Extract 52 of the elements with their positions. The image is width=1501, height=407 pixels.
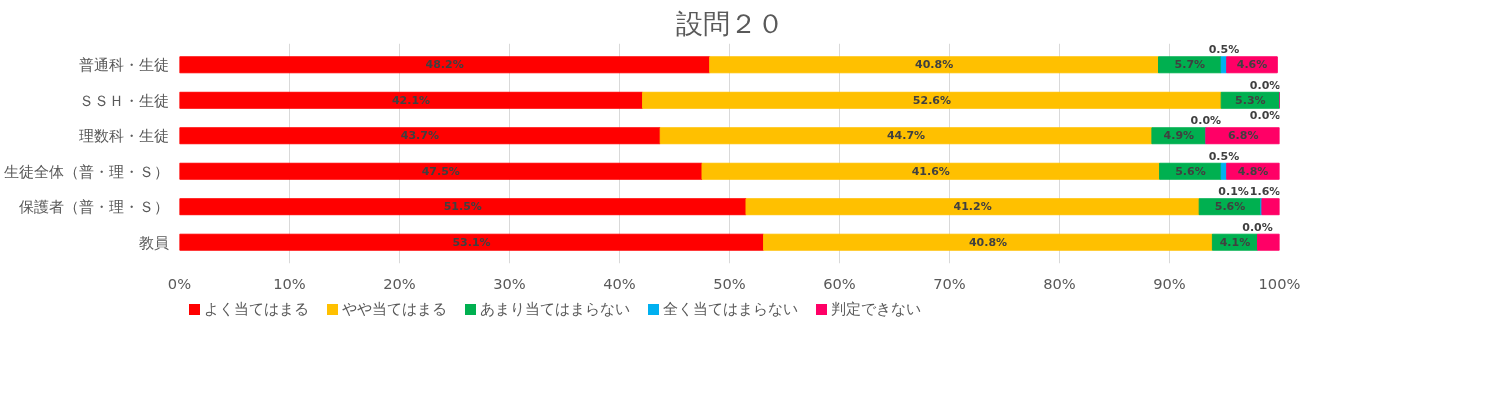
chart-title: 設問２０ xyxy=(675,7,784,39)
data-label: 0.0% xyxy=(1249,78,1281,92)
data-label: 0.0% xyxy=(1190,114,1222,128)
x-tick-label: 60% xyxy=(823,274,856,292)
data-label: 4.9% xyxy=(1163,129,1195,143)
y-tick-label: 生徒全体（普・理・Ｓ） xyxy=(3,162,169,180)
data-label: 5.6% xyxy=(1214,200,1246,214)
legend-label: よく当てはまる xyxy=(203,300,309,318)
data-label: 53.1% xyxy=(452,235,491,249)
data-label: 47.5% xyxy=(421,164,460,178)
data-label: 41.2% xyxy=(953,200,992,214)
data-label: 1.6% xyxy=(1249,185,1281,199)
data-label: 0.1% xyxy=(1218,185,1249,199)
y-tick-label: 保護者（普・理・Ｓ） xyxy=(18,198,169,216)
data-label: 40.8% xyxy=(968,235,1008,249)
x-tick-label: 30% xyxy=(493,274,526,292)
data-label: 4.8% xyxy=(1237,164,1269,178)
data-label: 5.3% xyxy=(1235,93,1266,107)
data-label: 40.8% xyxy=(915,58,954,72)
x-tick-label: 90% xyxy=(1153,274,1186,292)
y-tick-label: ＳＳＨ・生徒 xyxy=(78,91,169,109)
x-tick-label: 50% xyxy=(713,274,746,292)
data-label: 43.7% xyxy=(400,129,439,143)
x-tick-label: 0% xyxy=(167,274,192,292)
data-label: 48.2% xyxy=(425,58,464,72)
data-label: 0.5% xyxy=(1208,43,1240,57)
data-label: 42.1% xyxy=(391,93,431,107)
data-label: 4.6% xyxy=(1236,58,1268,72)
data-label: 52.6% xyxy=(912,93,951,107)
data-label: 0.0% xyxy=(1242,220,1273,234)
data-label: 6.8% xyxy=(1227,129,1259,143)
legend-label: やや当てはまる xyxy=(341,300,447,318)
data-label: 5.7% xyxy=(1174,58,1206,72)
data-label: 41.6% xyxy=(911,164,950,178)
y-tick-label: 教員 xyxy=(138,233,169,251)
y-tick-label: 理数科・生徒 xyxy=(78,127,169,145)
x-tick-label: 80% xyxy=(1043,274,1076,292)
data-label: 4.1% xyxy=(1219,235,1251,249)
x-tick-label: 100% xyxy=(1258,274,1301,292)
x-tick-label: 20% xyxy=(383,274,416,292)
data-label: 44.7% xyxy=(886,129,926,143)
x-tick-label: 70% xyxy=(933,274,966,292)
legend-label: 判定できない xyxy=(830,300,921,318)
x-tick-label: 40% xyxy=(603,274,636,292)
data-label: 51.5% xyxy=(443,200,482,214)
data-label: 0.0% xyxy=(1249,108,1281,122)
x-tick-label: 10% xyxy=(273,274,306,292)
data-label: 0.5% xyxy=(1208,149,1240,163)
y-tick-label: 普通科・生徒 xyxy=(78,56,169,74)
data-label: 5.6% xyxy=(1175,164,1206,178)
legend-label: あまり当てはまらない xyxy=(479,300,630,318)
legend-label: 全く当てはまらない xyxy=(662,300,798,318)
